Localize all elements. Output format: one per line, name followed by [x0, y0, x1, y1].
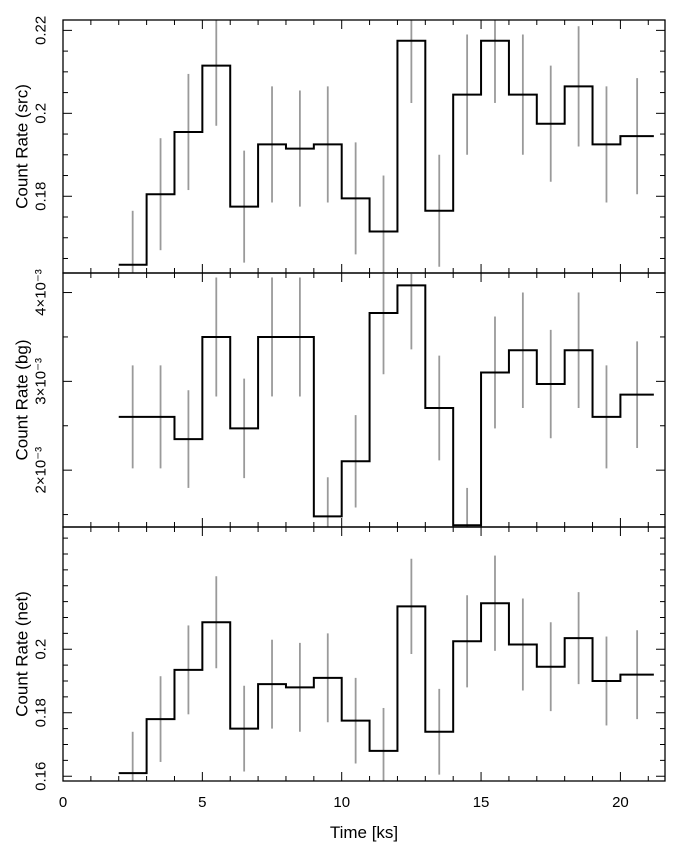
- src-error-bars: [131, 20, 639, 273]
- bg-ylabel: Count Rate (bg): [13, 340, 32, 461]
- bg-error-bars: [131, 273, 639, 527]
- x-axis-title: Time [ks]: [330, 823, 398, 842]
- src-ytick-label: 0.18: [33, 182, 50, 211]
- bg-ticks: 2×10⁻³ 3×10⁻³ 4×10⁻³: [33, 269, 665, 527]
- xtick-label: 15: [473, 794, 490, 811]
- net-ylabel: Count Rate (net): [13, 591, 32, 717]
- src-ytick-label: 0.22: [33, 16, 50, 45]
- src-ylabel: Count Rate (src): [13, 84, 32, 209]
- net-ytick-label: 0.2: [33, 639, 50, 660]
- src-frame: [62, 19, 666, 274]
- net-ytick-label: 0.18: [33, 698, 50, 727]
- panel-src: 0.18 0.2 0.22 Count Rate (src): [13, 16, 666, 274]
- xtick-label: 20: [612, 794, 629, 811]
- bg-ytick-label: 4×10⁻³: [33, 269, 50, 316]
- src-ticks: 0.18 0.2 0.22: [33, 16, 665, 273]
- src-ytick-label: 0.2: [33, 103, 50, 124]
- net-histogram: [118, 602, 654, 775]
- net-step-line: [118, 602, 654, 775]
- xtick-label: 0: [59, 794, 67, 811]
- net-frame: [62, 526, 666, 782]
- xtick-label: 5: [198, 794, 206, 811]
- bg-histogram: [118, 284, 654, 527]
- panel-bg: 2×10⁻³ 3×10⁻³ 4×10⁻³ Count Rate (bg): [13, 269, 666, 528]
- src-histogram: [118, 39, 654, 266]
- net-ytick-label: 0.16: [33, 762, 50, 791]
- bg-frame: [62, 272, 666, 528]
- xtick-label: 10: [333, 794, 350, 811]
- src-step-line: [118, 39, 654, 266]
- bg-step-line: [118, 284, 654, 527]
- bg-ytick-label: 2×10⁻³: [33, 447, 50, 494]
- panel-net: 0.16 0.18 0.2 0 5 10 15 20 Count Rate (net): [13, 526, 666, 811]
- net-ticks: 0.16 0.18 0.2 0 5 10 15 20: [33, 527, 665, 811]
- net-error-bars: [131, 555, 639, 781]
- bg-ytick-label: 3×10⁻³: [33, 358, 50, 405]
